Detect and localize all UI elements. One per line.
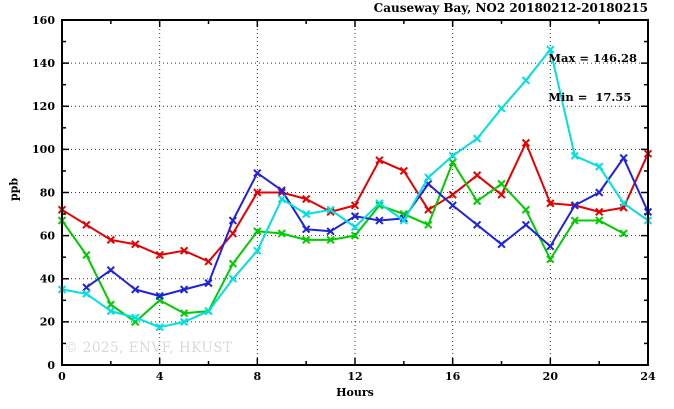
y-tick-label: 20: [40, 316, 56, 329]
watermark: © 2025, ENVF, HKUST: [64, 340, 233, 356]
series-blue-line: [82, 153, 653, 301]
x-tick-label: 0: [58, 370, 66, 383]
x-tick-label: 16: [445, 370, 461, 383]
max-value-label: Max = 146.28: [548, 51, 637, 65]
plot-border: [61, 19, 649, 366]
y-tick-label: 40: [40, 273, 56, 286]
x-tick-label: 8: [254, 370, 262, 383]
x-axis-label: Hours: [336, 386, 374, 399]
tick-labels: 0 20 40 60 80 100 120 140 160 0 4 8 12 16 20 24: [32, 14, 656, 383]
y-tick-label: 160: [32, 14, 55, 27]
y-tick-label: 100: [32, 143, 55, 156]
y-tick-label: 0: [47, 359, 55, 372]
y-tick-label: 60: [40, 229, 56, 242]
y-tick-label: 120: [32, 100, 55, 113]
x-tick-label: 4: [156, 370, 164, 383]
series-markers: [82, 153, 653, 301]
x-tick-label: 12: [347, 370, 362, 383]
x-tick-label: 20: [543, 370, 559, 383]
min-value-label: Min = 17.55: [548, 90, 632, 104]
y-tick-label: 80: [40, 186, 56, 199]
chart-title: Causeway Bay, NO2 20180212-20180215: [373, 1, 648, 15]
series-markers: [57, 138, 653, 266]
series-red-line: [57, 138, 653, 266]
stats-annotation: Max = 146.28 Min = 17.55: [548, 26, 637, 130]
x-tick-label: 24: [640, 370, 656, 383]
y-axis-label: ppb: [7, 177, 21, 202]
y-tick-label: 140: [32, 57, 55, 70]
